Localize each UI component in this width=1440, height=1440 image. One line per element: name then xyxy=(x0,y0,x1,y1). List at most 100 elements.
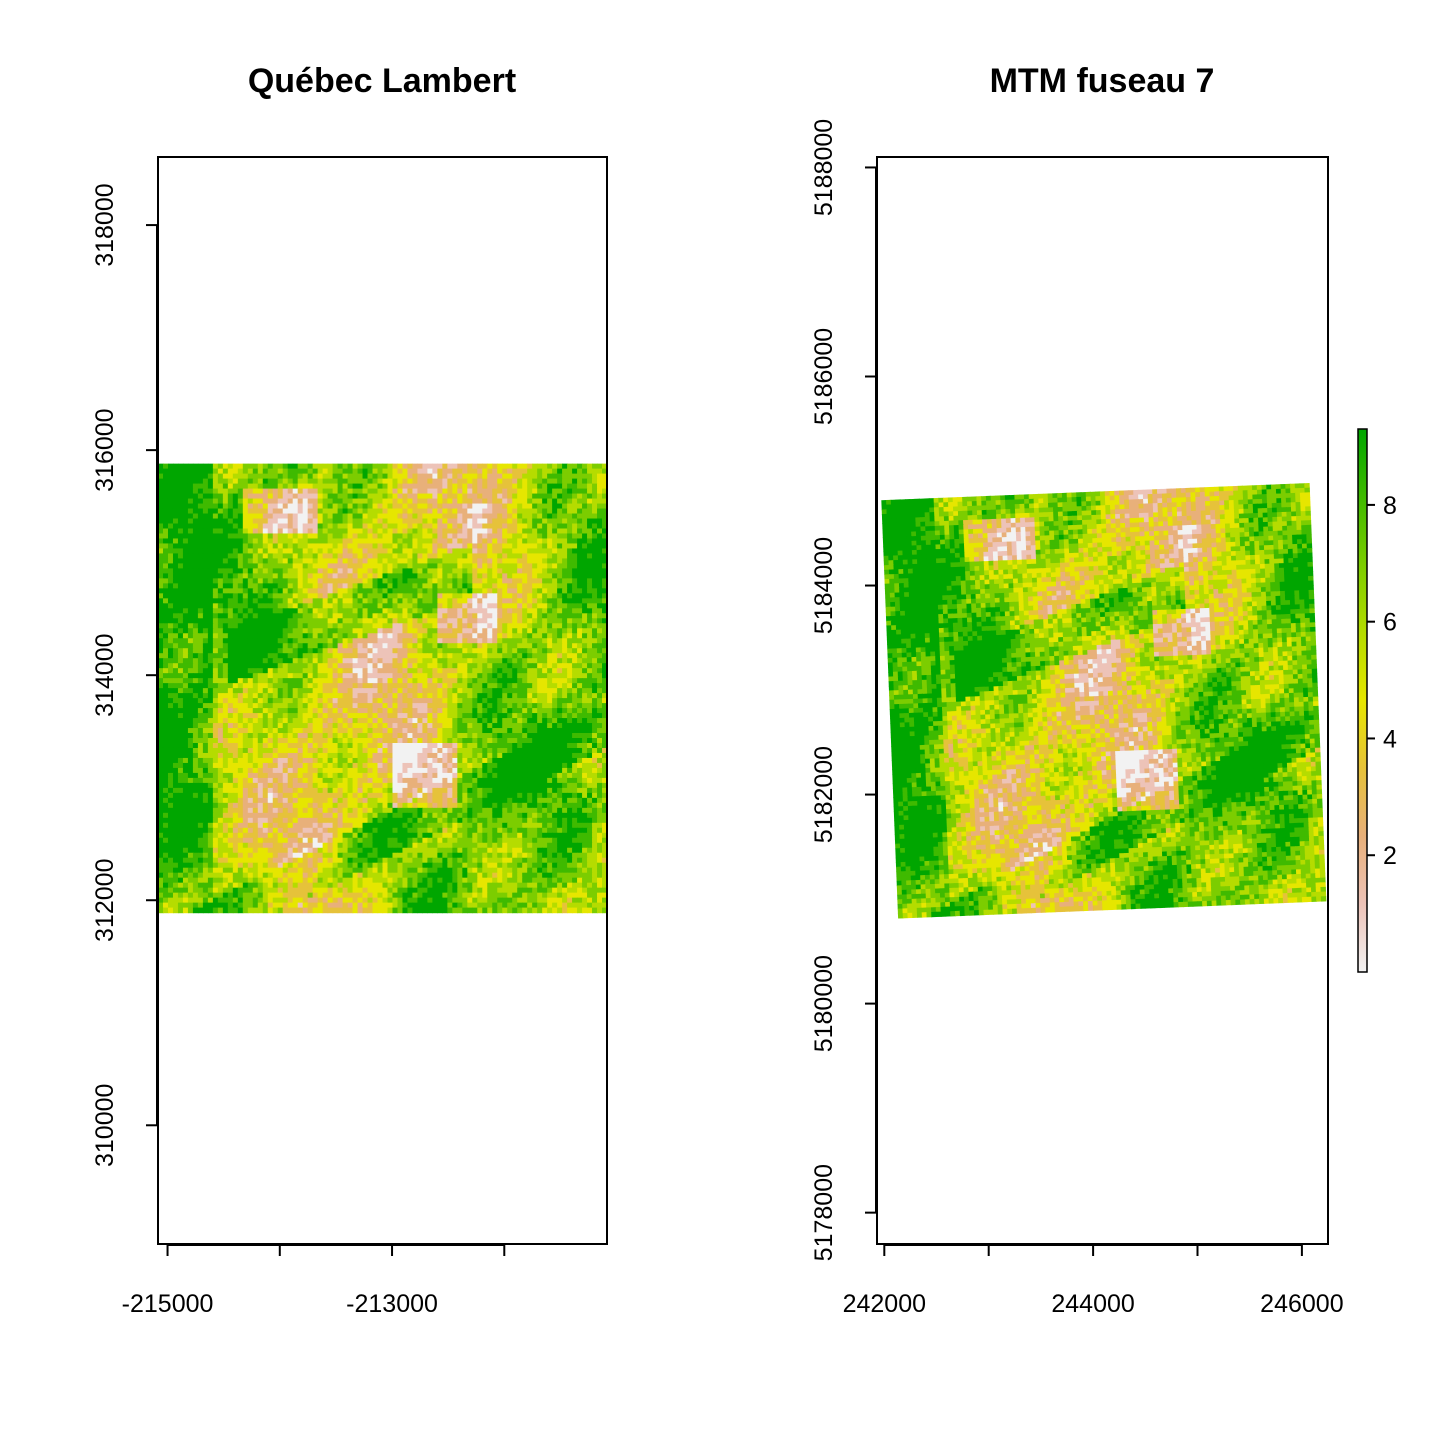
raster-cell xyxy=(437,723,443,729)
raster-cell xyxy=(172,713,179,719)
raster-cell xyxy=(572,663,578,669)
raster-cell xyxy=(177,673,184,679)
raster-cell xyxy=(407,478,414,485)
raster-cell xyxy=(377,678,384,684)
raster-cell xyxy=(282,648,289,654)
raster-cell xyxy=(532,698,538,704)
raster-cell xyxy=(477,588,483,594)
raster-cell xyxy=(482,598,488,604)
raster-cell xyxy=(307,688,314,694)
raster-cell xyxy=(282,508,289,515)
raster-cell xyxy=(322,478,329,485)
raster-cell xyxy=(507,463,513,470)
raster-cell xyxy=(267,703,274,709)
raster-cell xyxy=(272,518,279,525)
raster-cell xyxy=(437,538,443,545)
raster-cell xyxy=(542,488,548,495)
raster-cell xyxy=(537,583,543,589)
raster-cell xyxy=(517,513,523,520)
raster-cell xyxy=(252,683,259,689)
raster-cell xyxy=(562,628,568,634)
raster-cell xyxy=(417,693,424,699)
raster-cell xyxy=(282,673,289,679)
raster-cell xyxy=(227,588,234,594)
raster-cell xyxy=(177,543,184,550)
raster-cell xyxy=(312,708,319,714)
raster-cell xyxy=(392,568,399,574)
raster-cell xyxy=(557,498,563,505)
raster-cell xyxy=(347,683,354,689)
raster-cell xyxy=(262,558,269,565)
raster-cell xyxy=(167,633,174,639)
raster-cell xyxy=(562,703,568,709)
raster-cell xyxy=(232,613,239,619)
raster-cell xyxy=(172,663,179,669)
raster-cell xyxy=(412,723,419,729)
raster-cell xyxy=(572,583,578,589)
raster-cell xyxy=(257,548,264,555)
raster-cell xyxy=(237,468,244,475)
raster-cell xyxy=(342,588,349,594)
raster-cell xyxy=(172,543,179,550)
raster-cell xyxy=(367,558,374,565)
raster-cell xyxy=(357,493,364,500)
raster-cell xyxy=(312,573,319,579)
raster-cell xyxy=(287,708,294,714)
raster-cell xyxy=(447,693,453,699)
raster-cell xyxy=(542,698,548,704)
raster-cell xyxy=(307,613,314,619)
raster-cell xyxy=(182,593,189,599)
raster-cell xyxy=(227,493,234,500)
raster-cell xyxy=(407,503,414,510)
raster-cell xyxy=(202,483,209,490)
raster-cell xyxy=(172,568,179,574)
raster-cell xyxy=(337,473,344,480)
raster-cell xyxy=(342,573,349,579)
raster-cell xyxy=(592,608,598,614)
raster-cell xyxy=(532,723,538,729)
raster-cell xyxy=(552,588,558,594)
raster-cell xyxy=(427,698,433,704)
raster-cell xyxy=(317,593,324,599)
raster-cell xyxy=(357,583,364,589)
raster-cell xyxy=(432,663,438,669)
raster-cell xyxy=(252,613,259,619)
raster-cell xyxy=(557,733,563,739)
raster-cell xyxy=(352,558,359,565)
raster-cell xyxy=(472,688,478,694)
raster-cell xyxy=(202,693,209,699)
raster-cell xyxy=(562,688,568,694)
raster-cell xyxy=(347,613,354,619)
raster-cell xyxy=(247,718,254,724)
raster-cell xyxy=(297,508,304,515)
raster-cell xyxy=(252,698,259,704)
raster-cell xyxy=(252,728,259,734)
raster-cell xyxy=(502,608,508,614)
raster-cell xyxy=(347,648,354,654)
raster-cell xyxy=(412,463,419,470)
raster-cell xyxy=(387,728,394,734)
raster-cell xyxy=(442,653,448,659)
raster-cell xyxy=(342,608,349,614)
raster-cell xyxy=(467,478,473,485)
raster-cell xyxy=(237,483,244,490)
raster-cell xyxy=(187,628,194,634)
raster-cell xyxy=(547,478,553,485)
raster-cell xyxy=(162,533,169,540)
raster-cell xyxy=(197,503,204,510)
raster-cell xyxy=(337,618,344,624)
raster-cell xyxy=(297,643,304,649)
raster-cell xyxy=(222,533,229,540)
raster-cell xyxy=(307,738,314,744)
raster-cell xyxy=(592,698,598,704)
raster-cell xyxy=(482,708,488,714)
raster-cell xyxy=(267,583,274,589)
raster-cell xyxy=(307,558,314,565)
raster-cell xyxy=(312,558,319,565)
raster-cell xyxy=(277,493,284,500)
raster-cell xyxy=(562,718,568,724)
raster-cell xyxy=(392,478,399,485)
raster-cell xyxy=(247,708,254,714)
raster-cell xyxy=(567,598,573,604)
raster-cell xyxy=(192,503,199,510)
